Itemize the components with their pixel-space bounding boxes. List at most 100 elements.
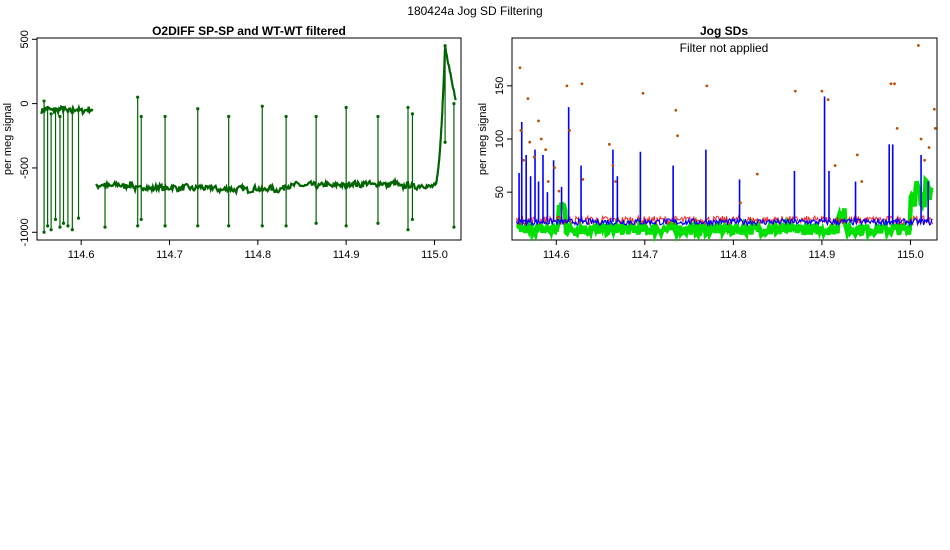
left-baseline-trace xyxy=(398,181,436,193)
left-jump-point xyxy=(196,107,200,111)
right-orange-point xyxy=(919,137,923,141)
left-jump-point xyxy=(406,105,410,110)
left-x-tick-label: 114.9 xyxy=(333,249,360,261)
left-x-tick-label: 115.0 xyxy=(421,249,448,261)
right-orange-point xyxy=(581,178,585,181)
left-axes: 114.6 114.7 114.8 114.9 115.0 -1000 -500 0 500 xyxy=(19,30,448,261)
left-jump-point xyxy=(163,114,167,119)
right-plot-frame xyxy=(511,37,938,241)
right-data-layer xyxy=(515,44,937,243)
left-tail-trace xyxy=(433,46,457,187)
left-jump-point xyxy=(66,224,70,228)
left-x-tick-label: 114.8 xyxy=(244,249,271,261)
right-blue-series xyxy=(515,216,933,228)
left-jump-point xyxy=(284,224,288,228)
right-orange-point xyxy=(755,172,759,176)
left-jump-point xyxy=(61,105,66,110)
left-baseline-trace xyxy=(40,103,94,117)
left-baseline-trace xyxy=(133,181,215,195)
left-jump-point xyxy=(376,221,380,225)
right-orange-point xyxy=(580,82,584,86)
left-jump-point xyxy=(344,105,348,110)
left-jump-point xyxy=(139,114,143,119)
left-jump-point xyxy=(53,107,58,111)
left-jump-point xyxy=(58,114,62,119)
left-jump-point xyxy=(410,112,415,116)
right-orange-point xyxy=(923,158,927,162)
left-jump-point xyxy=(406,228,410,232)
left-jump-point xyxy=(42,230,46,234)
right-orange-point xyxy=(820,89,824,93)
left-jump-point xyxy=(70,228,74,232)
right-orange-point xyxy=(565,84,569,88)
right-green-series xyxy=(516,174,934,243)
left-jump-point xyxy=(136,224,140,228)
right-axes: 114.6 114.7 114.8 114.9 115.0 50 100 150 xyxy=(494,77,924,261)
right-orange-point xyxy=(518,66,522,70)
right-x-tick-label: 114.7 xyxy=(631,249,658,261)
left-jump-point xyxy=(314,114,318,119)
right-chart-annotation: Filter not applied xyxy=(680,41,769,55)
right-panel: Jog SDs Filter not applied per meg signa… xyxy=(477,24,938,261)
left-y-tick-label: 0 xyxy=(19,101,31,107)
left-jump-point xyxy=(103,184,107,188)
right-orange-point xyxy=(893,82,896,86)
left-x-tick-label: 114.6 xyxy=(68,249,95,261)
right-x-tick-label: 114.6 xyxy=(543,249,570,261)
left-plot-frame xyxy=(36,37,462,241)
right-orange-point xyxy=(917,44,920,47)
left-y-axis-label: per meg signal xyxy=(2,103,14,175)
right-orange-point xyxy=(705,84,709,88)
left-x-tick-label: 114.7 xyxy=(156,249,183,261)
right-y-axis-label: per meg signal xyxy=(477,103,489,175)
left-jump-point xyxy=(61,221,66,225)
left-jump-point xyxy=(227,114,231,119)
left-panel: O2DIFF SP-SP and WT-WT filtered per meg … xyxy=(2,24,462,261)
right-x-tick-label: 115.0 xyxy=(897,249,924,261)
left-chart-title: O2DIFF SP-SP and WT-WT filtered xyxy=(152,24,346,38)
right-orange-point xyxy=(532,155,536,159)
right-orange-point xyxy=(553,166,556,170)
right-orange-point xyxy=(526,97,530,100)
right-orange-point xyxy=(860,180,864,183)
right-orange-point xyxy=(522,158,525,162)
right-orange-point xyxy=(519,129,523,132)
right-orange-point xyxy=(793,89,797,93)
right-x-tick-label: 114.8 xyxy=(720,249,747,261)
right-orange-point xyxy=(927,146,931,149)
left-jump-point xyxy=(227,224,231,228)
left-jump-point xyxy=(49,112,53,116)
right-orange-point xyxy=(889,82,893,86)
right-orange-point xyxy=(557,189,561,193)
figure-super-title: 180424a Jog SD Filtering xyxy=(407,4,542,18)
left-jump-point xyxy=(58,225,62,229)
left-jump-point xyxy=(376,114,380,119)
left-jump-point xyxy=(314,221,318,225)
left-jump-point xyxy=(163,224,167,228)
left-jump-point xyxy=(76,108,81,112)
left-jump-point xyxy=(136,95,140,99)
right-orange-point xyxy=(739,201,742,205)
left-jump-point xyxy=(260,224,264,228)
right-orange-point xyxy=(833,164,837,167)
right-red-series xyxy=(515,214,934,227)
left-baseline-trace xyxy=(95,179,136,192)
left-jump-point xyxy=(410,217,415,222)
left-jump-point xyxy=(443,140,447,144)
right-chart-title: Jog SDs xyxy=(700,24,748,38)
right-orange-point xyxy=(546,180,550,183)
left-jump-point xyxy=(284,114,288,119)
left-jump-point xyxy=(66,109,70,113)
left-jump-point xyxy=(344,224,348,228)
left-jump-point xyxy=(46,105,50,110)
left-y-tick-label: -1000 xyxy=(19,218,31,246)
right-orange-point xyxy=(539,137,543,141)
left-jump-point xyxy=(196,224,200,228)
right-orange-point xyxy=(855,153,859,157)
left-jump-point xyxy=(49,228,53,232)
left-y-tick-label: 500 xyxy=(19,30,31,48)
right-y-tick-label: 50 xyxy=(494,186,506,198)
right-orange-point xyxy=(676,134,679,138)
left-jump-point xyxy=(46,224,50,228)
right-orange-point xyxy=(544,148,548,152)
